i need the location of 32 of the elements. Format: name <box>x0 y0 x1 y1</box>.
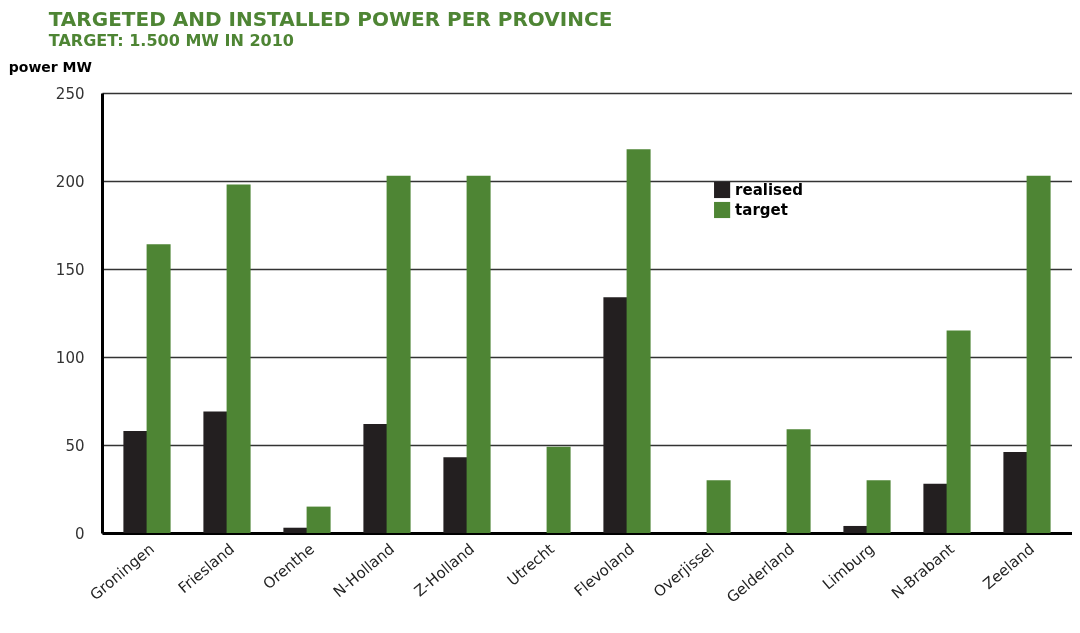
bar <box>386 175 411 533</box>
bar <box>466 175 491 533</box>
bar <box>226 184 251 533</box>
bar <box>546 446 571 533</box>
legend-label: realised <box>735 181 803 199</box>
y-tick-label: 50 <box>65 436 85 455</box>
bar <box>843 525 868 533</box>
bar <box>146 244 171 533</box>
y-tick-label: 150 <box>55 260 85 279</box>
bar <box>203 411 228 533</box>
bar <box>603 297 628 533</box>
legend-label: target <box>735 201 788 219</box>
bar <box>923 483 948 533</box>
bar <box>786 429 811 533</box>
bar <box>706 480 731 533</box>
y-tick-label: 250 <box>55 84 85 103</box>
bar <box>306 506 331 533</box>
bar <box>866 480 891 533</box>
bar <box>283 527 308 533</box>
chart-subtitle: TARGET: 1.500 MW IN 2010 <box>48 31 294 50</box>
y-axis-title: power MW <box>8 59 92 75</box>
y-tick-label: 200 <box>55 172 85 191</box>
bar <box>363 423 388 533</box>
y-tick-label: 100 <box>55 348 85 367</box>
bar <box>1026 175 1051 533</box>
bar <box>946 330 971 533</box>
chart-title: TARGETED AND INSTALLED POWER PER PROVINCE <box>48 7 613 31</box>
bar <box>123 430 148 533</box>
bar <box>443 457 468 533</box>
y-tick-label: 0 <box>74 524 85 543</box>
bar <box>626 149 651 533</box>
bar <box>1003 452 1028 533</box>
